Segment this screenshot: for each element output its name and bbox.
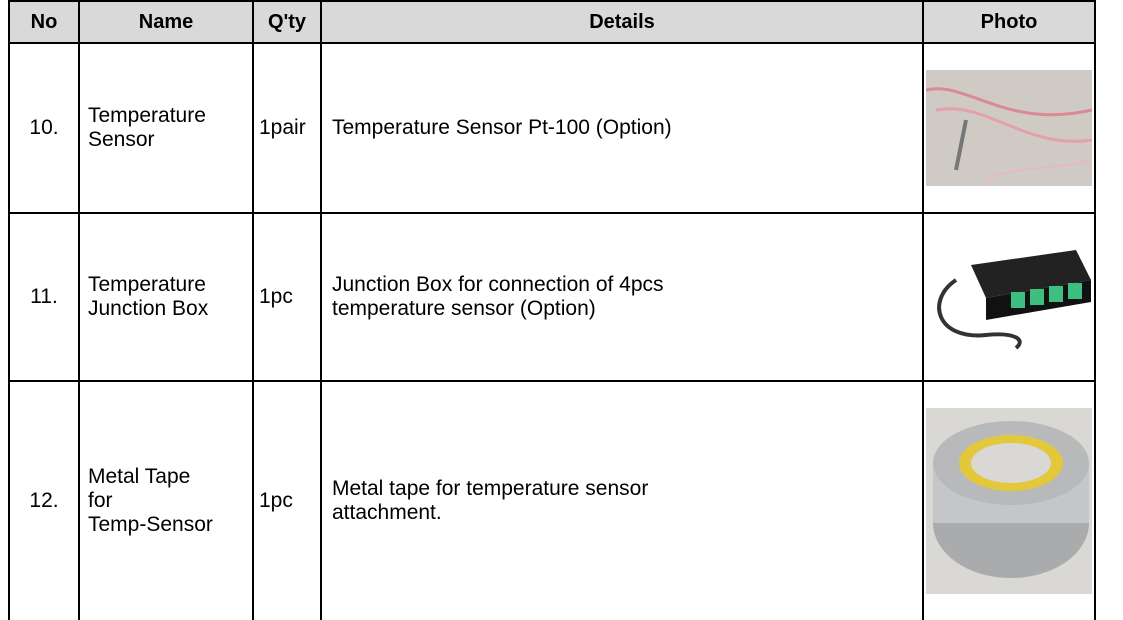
no-cell: 10. (9, 43, 79, 213)
header-cell: Photo (923, 1, 1095, 43)
qty-cell: 1pc (253, 213, 321, 381)
row: 11. Temperature Junction Box 1pc Junctio… (9, 213, 1095, 381)
row: 12. Metal Tape for Temp-Sensor 1pc Metal… (9, 381, 1095, 620)
name-cell: Temperature Junction Box (79, 213, 253, 381)
name-cell: Metal Tape for Temp-Sensor (79, 381, 253, 620)
photo-sensor (926, 70, 1092, 186)
no-cell: 11. (9, 213, 79, 381)
header-cell: Name (79, 1, 253, 43)
qty-cell: 1pc (253, 381, 321, 620)
photo-cell (923, 381, 1095, 620)
photo-cell (923, 213, 1095, 381)
header-cell: Q'ty (253, 1, 321, 43)
header-row: No Name Q'ty Details Photo (9, 1, 1095, 43)
equipment-table: No Name Q'ty Details Photo 10. Temperatu… (8, 0, 1096, 620)
details-cell: Junction Box for connection of 4pcs temp… (321, 213, 923, 381)
page: No Name Q'ty Details Photo 10. Temperatu… (0, 0, 1123, 477)
no-cell: 12. (9, 381, 79, 620)
header-cell: No (9, 1, 79, 43)
photo-metal-tape (926, 408, 1092, 594)
details-cell: Metal tape for temperature sensor attach… (321, 381, 923, 620)
photo-junction-box (926, 240, 1092, 354)
qty-cell: 1pair (253, 43, 321, 213)
photo-cell (923, 43, 1095, 213)
header-cell: Details (321, 1, 923, 43)
details-cell: Temperature Sensor Pt-100 (Option) (321, 43, 923, 213)
row: 10. Temperature Sensor 1pair Temperature… (9, 43, 1095, 213)
name-cell: Temperature Sensor (79, 43, 253, 213)
